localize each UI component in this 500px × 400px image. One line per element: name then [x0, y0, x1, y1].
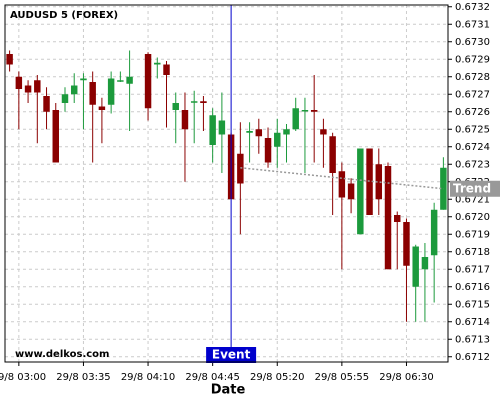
y-tick-label: 0.6721 — [455, 194, 490, 205]
y-tick-label: 0.6725 — [455, 124, 490, 135]
x-axis-label: Date — [211, 383, 246, 398]
candle-body — [15, 76, 23, 89]
candle-body — [43, 96, 50, 112]
candle-body — [70, 85, 78, 95]
y-tick-label: 0.6720 — [455, 212, 490, 223]
x-tick-label: 29/8 05:55 — [315, 372, 369, 383]
candle-body — [264, 138, 272, 163]
y-tick-label: 0.6728 — [455, 72, 490, 83]
candle-body — [357, 148, 364, 235]
watermark: www.delkos.com — [15, 349, 109, 360]
y-tick-label: 0.6729 — [455, 54, 490, 65]
candle-body — [98, 106, 106, 110]
y-tick-label: 0.6726 — [455, 107, 490, 118]
trend-label: Trend — [453, 181, 491, 195]
y-tick-label: 0.6717 — [455, 264, 490, 275]
overlays: Event Trend — [206, 5, 500, 363]
candle-body — [209, 115, 216, 145]
candle-body — [237, 153, 244, 184]
candle-body — [24, 85, 32, 93]
candle-body — [181, 110, 189, 130]
candle-body — [190, 101, 198, 103]
candle-body — [80, 78, 87, 81]
candle-body — [246, 131, 253, 133]
candle-body — [440, 167, 447, 210]
candle-body — [200, 101, 207, 103]
candle-body — [255, 129, 263, 137]
candle-body — [274, 132, 281, 147]
event-label-box — [206, 347, 257, 363]
candle-body — [347, 183, 355, 200]
candle-body — [430, 209, 438, 256]
candle-body — [320, 129, 327, 135]
candle-body — [154, 62, 161, 65]
candle-body — [310, 110, 318, 112]
candle-body — [163, 64, 170, 75]
candle-body — [117, 80, 124, 82]
y-tick-label: 0.6723 — [455, 159, 490, 170]
x-tick-label: 29/8 03:00 — [0, 372, 46, 383]
y-tick-label: 0.6732 — [455, 2, 490, 13]
candle-body — [283, 129, 290, 135]
y-tick-label: 0.6730 — [455, 37, 490, 48]
y-tick-label: 0.6713 — [455, 334, 490, 345]
y-tick-label: 0.6715 — [455, 299, 490, 310]
y-tick-label: 0.6727 — [455, 89, 490, 100]
x-tick-label: 29/8 04:10 — [121, 372, 175, 383]
candle-body — [329, 136, 336, 173]
candle-body — [144, 54, 152, 109]
chart-title: AUDUSD 5 (FOREX) — [10, 10, 118, 21]
candle-body — [34, 80, 41, 93]
candle-body — [301, 110, 309, 112]
y-tick-label: 0.6724 — [455, 142, 490, 153]
x-tick-label: 29/8 05:20 — [250, 372, 304, 383]
candle-body — [218, 120, 226, 135]
y-tick-label: 0.6714 — [455, 317, 490, 328]
candle-body — [61, 94, 69, 103]
candle-body — [394, 215, 401, 222]
candle-body — [338, 171, 346, 198]
candle-body — [6, 54, 13, 65]
y-tick-label: 0.6712 — [455, 352, 490, 363]
y-tick-label: 0.6718 — [455, 247, 490, 258]
candle-body — [172, 103, 179, 110]
y-tick-label: 0.6731 — [455, 19, 490, 30]
candle-body — [375, 164, 383, 200]
trend-label-box — [450, 180, 500, 197]
grid: 0.6712 0.6713 0.6714 0.6715 0.6716 0.6717 0.67… — [0, 2, 490, 383]
candle-body — [52, 110, 59, 163]
candle-body — [412, 246, 419, 287]
plot-frame — [4, 4, 449, 363]
y-tick-label: 0.6716 — [455, 282, 490, 293]
candle-body — [107, 78, 115, 105]
candle-body — [403, 222, 410, 266]
y-tick-label: 0.6719 — [455, 229, 490, 240]
candle-body — [421, 257, 429, 270]
x-tick-label: 29/8 03:35 — [56, 372, 110, 383]
candle-body — [384, 166, 392, 270]
candle-body — [89, 82, 96, 105]
x-tick-label: 29/8 06:30 — [379, 372, 433, 383]
candle-body — [126, 76, 133, 84]
x-tick-label: 29/8 04:45 — [185, 372, 239, 383]
candle-body — [292, 108, 299, 130]
event-label: Event — [212, 348, 251, 362]
